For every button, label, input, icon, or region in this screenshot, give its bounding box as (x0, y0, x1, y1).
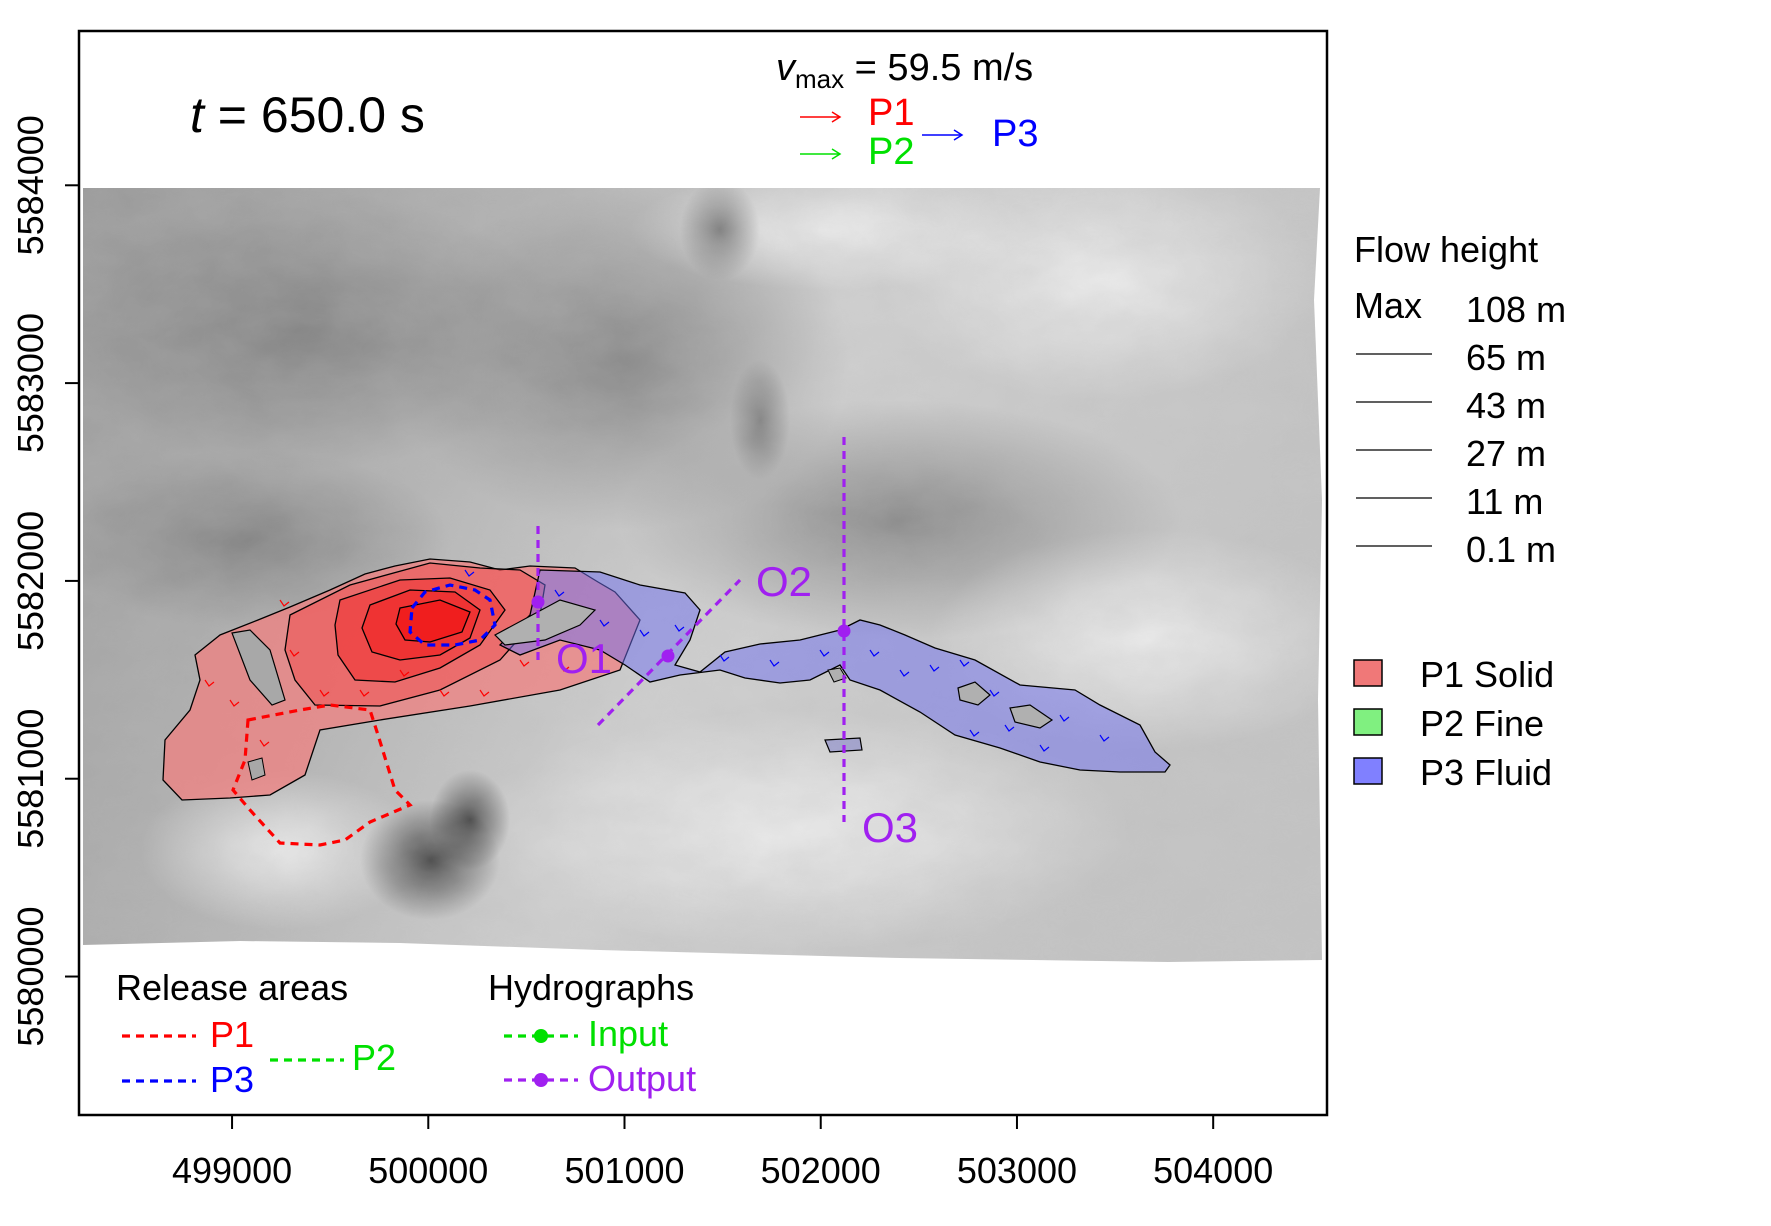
time-value: = 650.0 s (204, 87, 425, 143)
arrow-p1-icon (831, 111, 842, 123)
flow-fluid-island-4 (827, 667, 847, 683)
flow-height-level-label: 11 m (1466, 481, 1543, 522)
vmax-label: vmax = 59.5 m/s (776, 47, 1033, 94)
hydrograph-o3-point (837, 624, 851, 638)
hydrograph-o2-point (661, 649, 675, 663)
flow-solid-hole (231, 629, 286, 706)
arrow-p2-icon (831, 148, 842, 160)
flow-solid-hole-2 (247, 757, 266, 781)
hydrograph-legend-input: Input (588, 1013, 668, 1054)
release-legend-p1: P1 (210, 1014, 254, 1055)
release-legend-title: Release areas (116, 967, 348, 1008)
arrow-p3-label: P3 (992, 113, 1038, 155)
flow-p1-solid (162, 558, 641, 801)
phase-label-solid: P1 Solid (1420, 654, 1554, 695)
y-tick-label: 5584000 (10, 115, 51, 255)
hydrograph-o2-label: O2 (756, 558, 812, 605)
y-tick-label: 5581000 (10, 709, 51, 849)
flow-fluid-island-1 (494, 599, 597, 646)
flow-height-level-label: 108 m (1466, 289, 1566, 330)
y-tick-label: 5583000 (10, 313, 51, 453)
terrain-hillshade (83, 188, 1322, 962)
arrow-p1-label: P1 (868, 92, 914, 134)
flow-solid-contour-5 (395, 599, 471, 643)
arrow-p2-label: P2 (868, 131, 914, 173)
x-tick-label: 504000 (1153, 1150, 1273, 1191)
x-tick-label: 499000 (172, 1150, 292, 1191)
hydrograph-o1-label: O1 (556, 635, 612, 682)
phase-label-fluid: P3 Fluid (1420, 752, 1552, 793)
release-area-p3 (408, 583, 497, 647)
hydrograph-o1-point (531, 595, 545, 609)
vmax-value: = 59.5 m/s (844, 47, 1033, 89)
hydrograph-legend: Hydrographs Input Output (488, 967, 696, 1099)
flow-height-title: Flow height (1354, 229, 1538, 270)
flow-height-level-label: 27 m (1466, 433, 1546, 474)
velocity-legend: vmax = 59.5 m/s P1 P2 P3 (776, 47, 1038, 173)
release-legend-p2: P2 (352, 1037, 396, 1078)
hydrograph-legend-output: Output (588, 1058, 696, 1099)
velocity-ticks-p3 (464, 569, 1110, 752)
phase-swatch-fine (1353, 708, 1383, 736)
y-tick-label: 5580000 (10, 906, 51, 1046)
x-axis: 499000 500000 501000 502000 503000 504000 (172, 1115, 1273, 1191)
vmax-subscript: max (795, 64, 844, 94)
velocity-ticks (204, 569, 1110, 752)
time-label: t = 650.0 s (190, 87, 425, 143)
hydrograph-o3-label: O3 (862, 804, 918, 851)
flow-fluid-island-3 (1009, 704, 1054, 729)
release-area-p1 (231, 703, 413, 847)
x-tick-label: 500000 (368, 1150, 488, 1191)
output-dot-icon (534, 1073, 548, 1087)
flow-height-level-label: 0.1 m (1466, 529, 1556, 570)
x-tick-label: 503000 (957, 1150, 1077, 1191)
phase-swatch-fluid (1353, 757, 1383, 785)
phase-legend: P1 Solid P2 Fine P3 Fluid (1353, 654, 1554, 793)
input-dot-icon (534, 1029, 548, 1043)
flow-height-level-label: 43 m (1466, 385, 1546, 426)
time-symbol: t (190, 87, 206, 143)
flow-height-levels: 108 m 65 m 43 m 27 m 11 m 0.1 m (1356, 289, 1566, 570)
flow-p3-fluid (494, 569, 1171, 773)
velocity-ticks-p1 (204, 599, 570, 747)
release-legend-p3: P3 (210, 1059, 254, 1100)
arrow-p3-icon (953, 129, 964, 141)
y-axis: 5580000 5581000 5582000 5583000 5584000 (10, 115, 79, 1047)
x-tick-label: 502000 (761, 1150, 881, 1191)
flow-height-level-label: 65 m (1466, 337, 1546, 378)
flow-fluid-island-2 (957, 681, 991, 706)
flow-height-max: Max (1354, 285, 1422, 326)
x-tick-label: 501000 (564, 1150, 684, 1191)
hydrographs: O1 O2 O3 (531, 437, 918, 851)
phase-label-fine: P2 Fine (1420, 703, 1544, 744)
flow-height-legend: Flow height Max 108 m 65 m 43 m 27 m 11 m 0.1… (1354, 229, 1566, 570)
release-legend: Release areas P1 P2 P3 (116, 967, 396, 1100)
phase-swatch-solid (1353, 659, 1383, 687)
plot-frame (77, 29, 1329, 1117)
release-areas (231, 583, 497, 847)
hydrograph-legend-title: Hydrographs (488, 967, 694, 1008)
y-tick-label: 5582000 (10, 511, 51, 651)
vmax-symbol: v (776, 47, 797, 89)
flow-fluid-outer (498, 569, 1171, 773)
